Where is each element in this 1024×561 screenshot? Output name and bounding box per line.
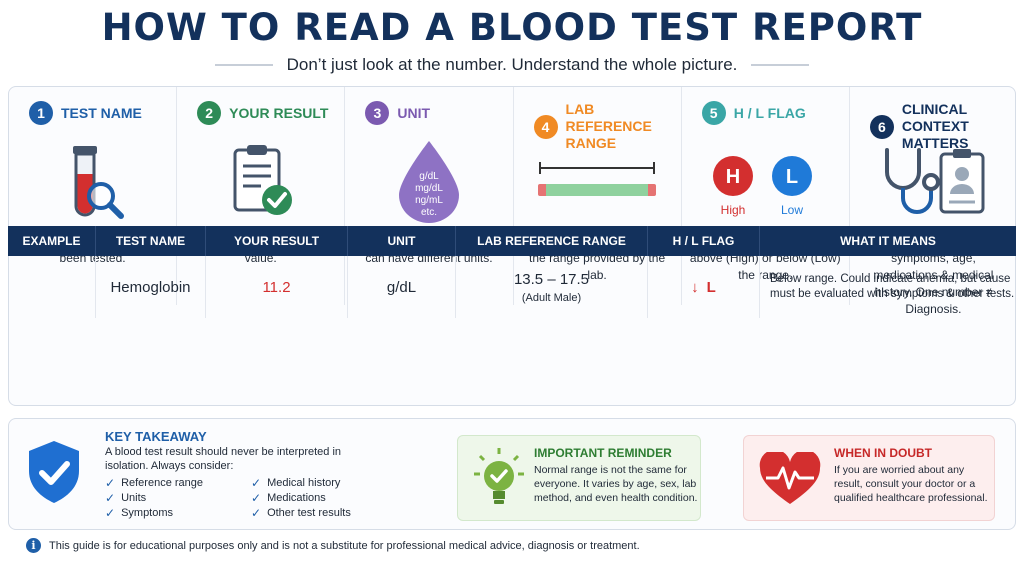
doubt-text: If you are worried about any result, con… (834, 464, 988, 504)
low-flag-letter: L (786, 166, 798, 188)
check-icon: ✓ (251, 506, 262, 520)
bottom-card: KEY TAKEAWAY A blood test result should … (8, 418, 1016, 530)
step-number: 3 (365, 101, 390, 125)
takeaway-item: ✓ Medications (251, 491, 326, 505)
unit-label: etc. (421, 207, 437, 218)
important-reminder-box: IMPORTANT REMINDER Normal range is not t… (457, 435, 701, 521)
key-takeaway-title: KEY TAKEAWAY (105, 429, 207, 444)
unit-label: g/dL (419, 171, 439, 182)
example-range: 13.5 – 17.5 (513, 270, 590, 288)
shield-check-icon (25, 439, 83, 510)
step-clinical-context: 6 CLINICAL CONTEXT MATTERS Interpret wit… (850, 87, 1017, 316)
doubt-title: WHEN IN DOUBT (834, 446, 932, 460)
example-meaning: Below range. Could indicate anemia, but … (770, 273, 1015, 300)
step-number: 2 (197, 101, 222, 125)
page-title: HOW TO READ A BLOOD TEST REPORT (101, 6, 923, 49)
column-header: TEST NAME (96, 226, 206, 256)
column-header: WHAT IT MEANS (840, 234, 936, 248)
flag-icon: H High L Low (682, 139, 849, 225)
key-takeaway-text: A blood test result should never be inte… (105, 446, 342, 472)
example-test-name: Hemoglobin (96, 256, 206, 318)
unit-label: mg/dL (415, 183, 443, 194)
takeaway-item: ✓ Reference range (105, 476, 204, 490)
step-title: TEST NAME (61, 104, 142, 121)
example-table-header: EXAMPLE TEST NAME YOUR RESULT UNIT LAB R… (8, 226, 1016, 256)
divider-left (214, 64, 273, 66)
reminder-title: IMPORTANT REMINDER (534, 446, 672, 460)
drop-icon: g/dL mg/dL ng/mL etc. (345, 139, 512, 225)
takeaway-item: ✓ Symptoms (105, 506, 174, 520)
range-bar-icon (514, 139, 681, 225)
takeaway-item: ✓ Units (105, 491, 147, 505)
heart-pulse-icon (758, 449, 822, 511)
example-unit: g/dL (348, 256, 456, 318)
arrow-down-icon: ↓ (691, 278, 699, 296)
example-flag-cell: ↓ L (648, 256, 760, 318)
when-in-doubt-box: WHEN IN DOUBT If you are worried about a… (743, 435, 995, 521)
column-header: EXAMPLE (8, 226, 96, 256)
takeaway-item: ✓ Other test results (251, 506, 351, 520)
step-number: 4 (533, 114, 558, 139)
step-number: 1 (29, 101, 53, 125)
example-range-cell: 13.5 – 17.5 (Adult Male) (456, 256, 648, 318)
takeaway-item: ✓ Medical history (251, 476, 341, 490)
check-icon: ✓ (105, 476, 116, 490)
step-title: UNIT (397, 104, 431, 121)
step-number: 5 (701, 101, 726, 125)
lightbulb-check-icon (474, 448, 524, 513)
step-title: YOUR RESULT (229, 104, 329, 121)
check-icon: ✓ (251, 491, 262, 505)
step-title: H / L FLAG (733, 104, 806, 121)
column-header: H / L FLAG (648, 226, 760, 256)
column-header: YOUR RESULT (206, 226, 348, 256)
example-range-note: (Adult Male) (521, 291, 582, 304)
step-title: LAB REFERENCE RANGE (565, 101, 652, 151)
disclaimer-row: i This guide is for educational purposes… (26, 538, 640, 553)
check-icon: ✓ (251, 476, 262, 490)
page-subtitle: Don’t just look at the number. Understan… (286, 55, 738, 74)
step-number: 6 (869, 114, 894, 139)
disclaimer-text: This guide is for educational purposes o… (49, 539, 640, 552)
check-icon: ✓ (105, 491, 116, 505)
check-icon: ✓ (105, 506, 116, 520)
low-flag-label: Low (781, 203, 803, 217)
clipboard-check-icon (177, 139, 344, 225)
example-table-row: Hemoglobin 11.2 g/dL 13.5 – 17.5 (Adult … (8, 256, 1016, 318)
high-flag-label: High (721, 203, 746, 217)
subtitle-row: Don’t just look at the number. Understan… (0, 55, 1024, 75)
high-flag-letter: H (726, 166, 740, 188)
divider-right (751, 64, 810, 66)
info-icon: i (26, 538, 41, 553)
example-flag: L (706, 278, 716, 296)
column-header: LAB REFERENCE RANGE (456, 226, 648, 256)
reminder-text: Normal range is not the same for everyon… (534, 464, 698, 504)
unit-label: ng/mL (415, 195, 443, 206)
stethoscope-record-icon (850, 139, 1017, 225)
column-header: UNIT (348, 226, 456, 256)
example-cell-empty (8, 256, 96, 318)
test-tube-magnifier-icon (9, 139, 176, 225)
step-title: CLINICAL CONTEXT MATTERS (901, 101, 969, 151)
example-result: 11.2 (206, 256, 348, 318)
